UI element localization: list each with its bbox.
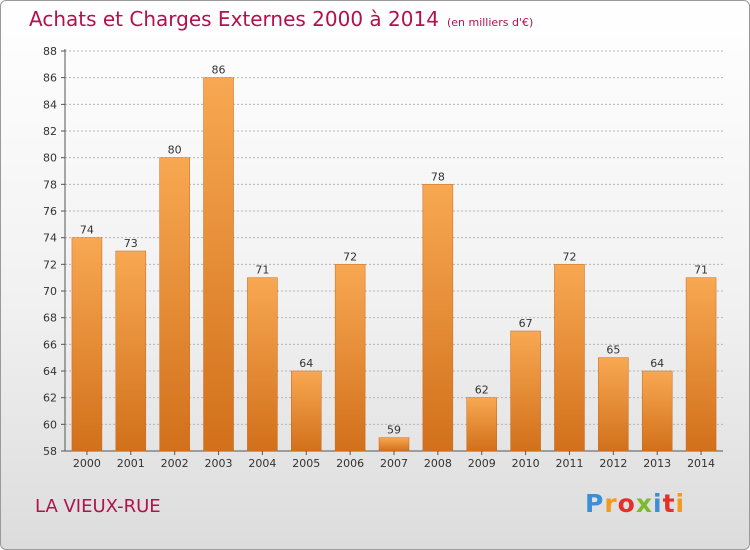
x-tick-label: 2009	[468, 457, 496, 470]
logo-letter: o	[617, 489, 636, 518]
y-tick-label: 82	[43, 125, 57, 138]
x-tick-label: 2000	[73, 457, 101, 470]
bar-2004	[247, 277, 278, 452]
commune-name: LA VIEUX-RUE	[35, 496, 161, 517]
value-label: 72	[562, 250, 576, 263]
bar-2013	[641, 370, 673, 452]
x-tick-label: 2003	[205, 457, 233, 470]
value-label: 62	[475, 384, 489, 397]
bar-2008	[422, 184, 454, 452]
x-tick-label: 2010	[512, 457, 540, 470]
bar-2002	[159, 157, 190, 452]
y-tick-label: 76	[43, 205, 57, 218]
logo-letter: P	[585, 489, 605, 518]
y-tick-label: 70	[43, 285, 57, 298]
bar-2001	[115, 250, 147, 452]
value-label: 67	[519, 317, 533, 330]
x-tick-label: 2007	[380, 457, 408, 470]
x-tick-label: 2013	[643, 457, 671, 470]
y-tick-label: 86	[43, 72, 57, 85]
logo-letter: i	[675, 489, 686, 518]
value-label: 74	[80, 224, 94, 237]
value-label: 86	[212, 64, 226, 77]
logo-letter: r	[604, 489, 618, 518]
value-label: 78	[431, 170, 445, 183]
logo-letter: i	[653, 489, 663, 518]
y-tick-label: 66	[43, 338, 57, 351]
y-tick-label: 60	[43, 418, 57, 431]
y-tick-label: 74	[43, 232, 57, 245]
unit-label: (en milliers d'€)	[446, 16, 534, 29]
x-tick-labels: 2000 2001 2002 2003 2004 2005 2006 2007 2008 2009…	[73, 451, 715, 470]
value-label: 64	[650, 357, 664, 370]
bar-2014	[685, 277, 717, 452]
value-label: 65	[606, 344, 620, 357]
x-tick-label: 2008	[424, 457, 452, 470]
x-tick-label: 2006	[336, 457, 364, 470]
y-tick-label: 64	[43, 365, 57, 378]
bar-2007	[378, 437, 410, 452]
y-tick-labels: 58 60 62 64 66 68 70 72 74 76 78 80 82 84 86 88	[43, 45, 57, 458]
x-tick-label: 2002	[161, 457, 189, 470]
bar-2000	[71, 237, 103, 452]
x-tick-label: 2011	[555, 457, 583, 470]
bar-2010	[510, 330, 541, 452]
logo-letter: t	[662, 489, 676, 518]
bar-2006	[334, 264, 366, 452]
y-tick-label: 78	[43, 178, 57, 191]
y-tick-label: 62	[43, 392, 57, 405]
bar-2012	[598, 357, 629, 452]
value-label: 72	[343, 250, 357, 263]
bar-2009	[466, 397, 497, 452]
value-label: 71	[255, 264, 269, 277]
y-tick-label: 80	[43, 152, 57, 165]
value-label: 71	[694, 264, 708, 277]
title-text: Achats et Charges Externes 2000 à 2014	[29, 7, 439, 31]
bar-2011	[554, 264, 585, 452]
x-tick-label: 2014	[687, 457, 715, 470]
x-tick-label: 2004	[248, 457, 276, 470]
bar-2005	[291, 370, 322, 452]
logo-letter: x	[635, 489, 653, 518]
value-label: 64	[299, 357, 313, 370]
y-tick-label: 88	[43, 45, 57, 58]
y-tick-label: 58	[43, 445, 57, 458]
value-label: 59	[387, 424, 401, 437]
proxiti-logo: Proxiti	[585, 489, 685, 518]
x-tick-label: 2001	[117, 457, 145, 470]
chart-title: Achats et Charges Externes 2000 à 2014 (e…	[29, 7, 533, 31]
x-tick-label: 2012	[599, 457, 627, 470]
value-label: 73	[124, 237, 138, 250]
y-tick-label: 72	[43, 258, 57, 271]
y-tick-label: 68	[43, 312, 57, 325]
value-labels: 74 73 80 86 71 64 72 59 78 62 67 72 65 64 71	[80, 64, 708, 437]
bars	[71, 77, 717, 452]
bar-2003	[203, 77, 234, 452]
value-label: 80	[168, 144, 182, 157]
x-tick-label: 2005	[292, 457, 320, 470]
y-tick-label: 84	[43, 98, 57, 111]
